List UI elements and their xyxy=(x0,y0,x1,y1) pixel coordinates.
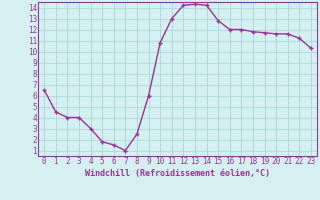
X-axis label: Windchill (Refroidissement éolien,°C): Windchill (Refroidissement éolien,°C) xyxy=(85,169,270,178)
